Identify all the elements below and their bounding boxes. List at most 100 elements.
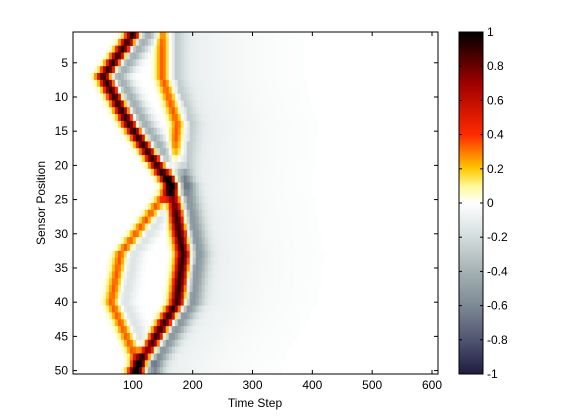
heatmap-cell xyxy=(276,203,280,211)
heatmap-cell xyxy=(288,120,292,129)
heatmap-cell xyxy=(291,257,295,265)
heatmap-cell xyxy=(195,271,200,279)
heatmap-cell xyxy=(129,120,134,129)
heatmap-cell xyxy=(171,271,176,279)
heatmap-cell xyxy=(216,339,220,348)
heatmap-cell xyxy=(186,38,191,47)
heatmap-cell xyxy=(264,230,268,238)
heatmap-cell xyxy=(147,168,152,177)
heatmap-cell xyxy=(210,332,215,341)
heatmap-cell xyxy=(135,148,140,156)
heatmap-cell xyxy=(222,298,226,306)
heatmap-cell xyxy=(198,134,203,142)
heatmap-cell xyxy=(135,250,140,259)
heatmap-cell xyxy=(312,298,316,306)
heatmap-cell xyxy=(246,161,250,170)
heatmap-cell xyxy=(123,120,128,129)
heatmap-cell xyxy=(135,59,140,67)
heatmap-cell xyxy=(192,107,197,115)
heatmap-cell xyxy=(246,32,250,40)
heatmap-cell xyxy=(180,38,185,47)
heatmap-cell xyxy=(192,312,197,320)
heatmap-cell xyxy=(267,59,271,67)
heatmap-cell xyxy=(252,250,256,259)
heatmap-cell xyxy=(99,298,104,306)
heatmap-cell xyxy=(156,353,161,361)
heatmap-cell xyxy=(273,120,277,129)
heatmap-cell xyxy=(138,107,143,115)
heatmap-cell xyxy=(171,175,176,183)
heatmap-cell xyxy=(111,93,116,101)
heatmap-cell xyxy=(159,73,164,81)
heatmap-cell xyxy=(195,148,200,156)
heatmap-cell xyxy=(117,278,122,286)
heatmap-cell xyxy=(204,100,209,108)
heatmap-cell xyxy=(192,237,197,245)
heatmap-cell xyxy=(252,93,256,101)
heatmap-cell xyxy=(147,353,152,361)
heatmap-cell xyxy=(174,237,179,245)
heatmap-cell xyxy=(225,332,229,341)
heatmap-cell xyxy=(231,86,235,94)
heatmap-cell xyxy=(111,66,116,74)
heatmap-cell xyxy=(222,230,226,238)
heatmap-cell xyxy=(225,45,229,53)
heatmap-cell xyxy=(291,332,295,341)
heatmap-cell xyxy=(252,216,256,224)
heatmap-cell xyxy=(309,230,313,238)
heatmap-cell xyxy=(216,367,220,375)
heatmap-cell xyxy=(177,189,182,197)
heatmap-cell xyxy=(294,155,298,163)
heatmap-cell xyxy=(189,264,194,272)
heatmap-cell xyxy=(282,86,286,94)
heatmap-cell xyxy=(264,244,268,252)
heatmap-cell xyxy=(243,367,247,375)
heatmap-cell xyxy=(213,250,217,259)
heatmap-cell xyxy=(144,319,149,327)
heatmap-cell xyxy=(294,332,298,341)
heatmap-cell xyxy=(273,100,277,108)
heatmap-cell xyxy=(147,45,152,53)
heatmap-cell xyxy=(285,107,289,115)
heatmap-cell xyxy=(219,155,223,163)
heatmap-cell xyxy=(183,196,188,204)
heatmap-cell xyxy=(237,216,241,224)
heatmap-cell xyxy=(300,319,304,327)
heatmap-cell xyxy=(117,86,122,94)
heatmap-cell xyxy=(165,86,170,94)
heatmap-cell xyxy=(243,346,247,354)
heatmap-cell xyxy=(249,66,253,74)
heatmap-cell xyxy=(300,155,304,163)
heatmap-cell xyxy=(159,120,164,129)
heatmap-cell xyxy=(291,114,295,122)
heatmap-cell xyxy=(288,271,292,279)
heatmap-cell xyxy=(303,244,307,252)
heatmap-cell xyxy=(126,353,131,361)
heatmap-cell xyxy=(189,120,194,129)
heatmap-cell xyxy=(231,360,235,368)
heatmap-cell xyxy=(177,175,182,183)
heatmap-cell xyxy=(231,353,235,361)
heatmap-cell xyxy=(291,285,295,293)
heatmap-cell xyxy=(243,291,247,300)
heatmap-cell xyxy=(105,93,110,101)
heatmap-cell xyxy=(138,52,143,60)
heatmap-cell xyxy=(195,244,200,252)
heatmap-cell xyxy=(276,161,280,170)
heatmap-cell xyxy=(198,312,203,320)
heatmap-cell xyxy=(123,271,128,279)
heatmap-cell xyxy=(213,59,217,67)
heatmap-cell xyxy=(264,59,268,67)
heatmap-cell xyxy=(207,203,212,211)
heatmap-cell xyxy=(237,237,241,245)
heatmap-cell xyxy=(207,175,212,183)
heatmap-cell xyxy=(189,298,194,306)
heatmap-cell xyxy=(267,278,271,286)
heatmap-cell xyxy=(132,367,137,375)
heatmap-cell xyxy=(234,346,238,354)
heatmap-cell xyxy=(237,244,241,252)
heatmap-cell xyxy=(240,73,244,81)
heatmap-cell xyxy=(183,86,188,94)
heatmap-cell xyxy=(270,120,274,129)
heatmap-cell xyxy=(264,319,268,327)
